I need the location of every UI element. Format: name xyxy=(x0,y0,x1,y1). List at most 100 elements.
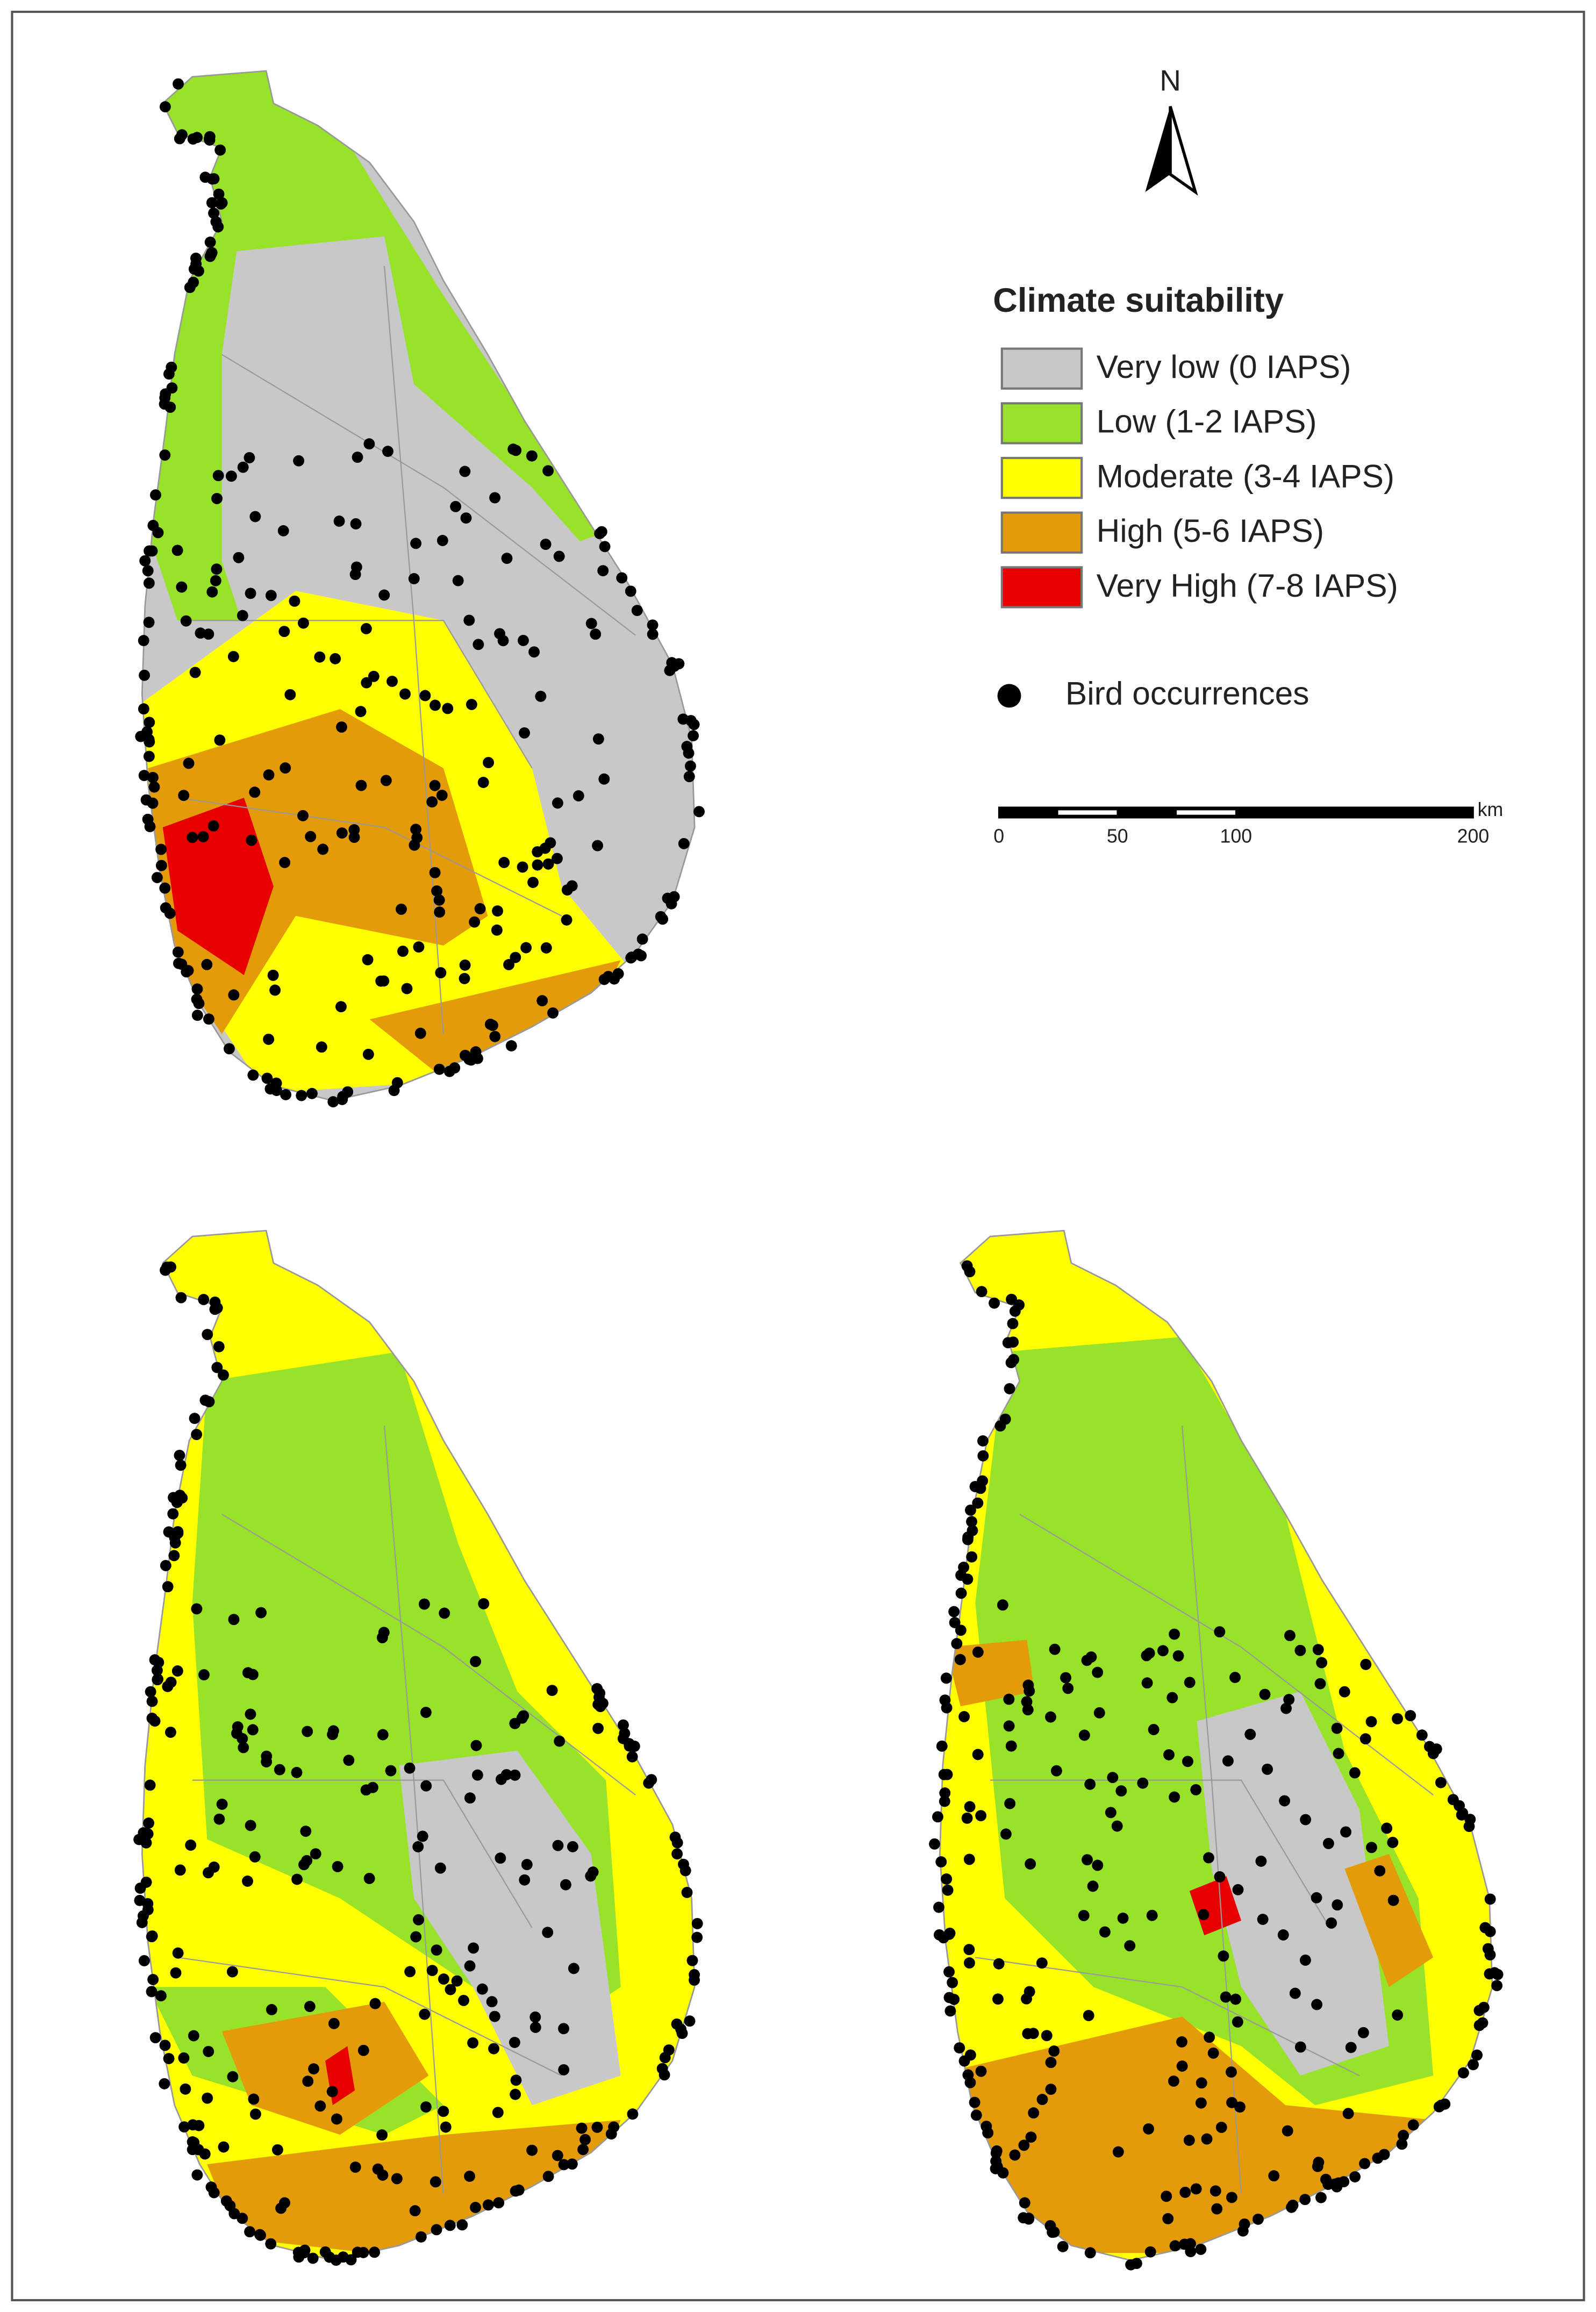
bird-occurrence xyxy=(1315,2192,1327,2203)
map-panel xyxy=(929,1229,1504,2271)
bird-occurrence xyxy=(590,628,602,640)
bird-occurrence xyxy=(528,646,540,658)
district-boundaries xyxy=(177,266,636,1034)
bird-occurrence xyxy=(452,575,464,586)
bird-occurrence xyxy=(963,1944,975,1956)
bird-occurrence xyxy=(1374,1865,1386,1877)
bird-occurrence xyxy=(265,590,277,602)
bird-occurrence xyxy=(473,639,484,650)
bird-occurrence xyxy=(471,1769,483,1781)
bird-occurrence xyxy=(991,2145,1003,2157)
bird-occurrence xyxy=(526,450,538,462)
bird-occurrence xyxy=(419,2008,431,2020)
bird-occurrence xyxy=(1028,2107,1040,2119)
bird-occurrence xyxy=(1294,2041,1306,2053)
bird-occurrence xyxy=(464,2171,476,2182)
bird-occurrence xyxy=(420,2101,432,2113)
bird-occurrence xyxy=(488,2043,499,2055)
bird-occurrence xyxy=(166,361,177,373)
bird-occurrence xyxy=(327,1725,339,1737)
legend-swatch xyxy=(1000,402,1083,445)
bird-occurrence xyxy=(175,1459,187,1471)
bird-occurrence xyxy=(1214,1626,1226,1638)
bird-occurrence xyxy=(1013,1299,1025,1311)
bird-occurrence xyxy=(1083,2009,1094,2021)
bird-occurrence xyxy=(166,382,178,394)
bird-occurrence xyxy=(369,1998,381,2009)
bird-occurrence xyxy=(297,810,309,821)
bird-occurrence xyxy=(1222,1755,1234,1767)
legend-label: Low (1-2 IAPS) xyxy=(1097,403,1317,440)
bird-occurrence xyxy=(1300,1814,1312,1826)
bird-occurrence xyxy=(433,894,445,906)
bird-occurrence xyxy=(171,1665,183,1677)
bird-occurrence xyxy=(944,2005,956,2017)
bird-occurrence xyxy=(1209,2185,1221,2197)
bird-occurrence xyxy=(197,831,209,842)
bird-occurrence xyxy=(274,1764,285,1776)
bird-occurrence xyxy=(495,1852,506,1864)
bird-occurrence xyxy=(1342,2108,1354,2120)
bird-occurrence xyxy=(474,903,486,914)
bird-occurrence xyxy=(468,1942,479,1954)
bird-occurrence xyxy=(349,569,361,581)
bird-occurrence xyxy=(349,2161,361,2173)
legend-point-symbol xyxy=(997,684,1021,708)
bird-occurrence xyxy=(671,2018,683,2030)
scale-bar-segment xyxy=(1177,810,1236,815)
bird-occurrence xyxy=(458,1994,469,2006)
bird-occurrence xyxy=(436,790,448,801)
bird-occurrence xyxy=(460,512,472,524)
bird-occurrence xyxy=(1023,2213,1035,2225)
bird-occurrence xyxy=(1349,1767,1361,1779)
suitability-zone xyxy=(221,2001,429,2135)
bird-occurrence xyxy=(1004,1383,1015,1394)
bird-occurrence xyxy=(1099,1926,1111,1938)
bird-occurrence xyxy=(976,1286,987,1298)
bird-occurrence xyxy=(180,2083,191,2095)
suitability-zone xyxy=(940,2016,1434,2253)
bird-occurrence xyxy=(162,1581,174,1593)
legend-swatch xyxy=(1000,347,1083,390)
bird-occurrence xyxy=(225,470,237,482)
bird-occurrence xyxy=(943,1992,955,2003)
bird-occurrence xyxy=(404,1966,416,1978)
bird-occurrence xyxy=(498,857,510,868)
bird-occurrence xyxy=(336,827,348,839)
bird-occurrence xyxy=(521,1859,533,1871)
bird-occurrence xyxy=(1457,2067,1469,2079)
bird-occurrence xyxy=(302,1726,313,1737)
bird-occurrence xyxy=(191,983,203,995)
bird-occurrence xyxy=(1078,1729,1090,1741)
bird-occurrence xyxy=(1124,1940,1136,1952)
bird-occurrence xyxy=(626,951,638,963)
bird-occurrence xyxy=(518,635,529,646)
suitability-zone xyxy=(221,236,680,961)
bird-occurrence xyxy=(361,677,373,689)
bird-occurrence xyxy=(972,1497,984,1509)
bird-occurrence xyxy=(255,1607,267,1619)
bird-occurrence xyxy=(319,2246,331,2258)
bird-occurrence xyxy=(466,699,477,710)
bird-occurrence xyxy=(159,392,171,404)
bird-occurrence xyxy=(972,1749,984,1760)
bird-occurrence xyxy=(187,832,198,843)
bird-occurrence xyxy=(1332,1899,1343,1911)
bird-occurrence xyxy=(249,511,261,522)
north-arrow: N xyxy=(1145,63,1198,196)
bird-occurrence xyxy=(138,635,149,647)
suitability-zone xyxy=(207,2120,621,2253)
bird-occurrence xyxy=(139,669,150,681)
bird-occurrence xyxy=(592,1722,604,1734)
bird-occurrence xyxy=(426,1965,438,1977)
bird-occurrence xyxy=(414,1027,426,1039)
bird-occurrence xyxy=(237,461,249,473)
bird-occurrence xyxy=(413,941,425,953)
bird-occurrence xyxy=(189,667,201,678)
bird-occurrence xyxy=(1320,2173,1332,2185)
bird-occurrence xyxy=(1025,1858,1036,1870)
bird-occurrence xyxy=(477,777,489,788)
bird-occurrence xyxy=(958,1562,970,1573)
bird-occurrence xyxy=(237,610,248,621)
bird-occurrence xyxy=(1107,1772,1119,1784)
